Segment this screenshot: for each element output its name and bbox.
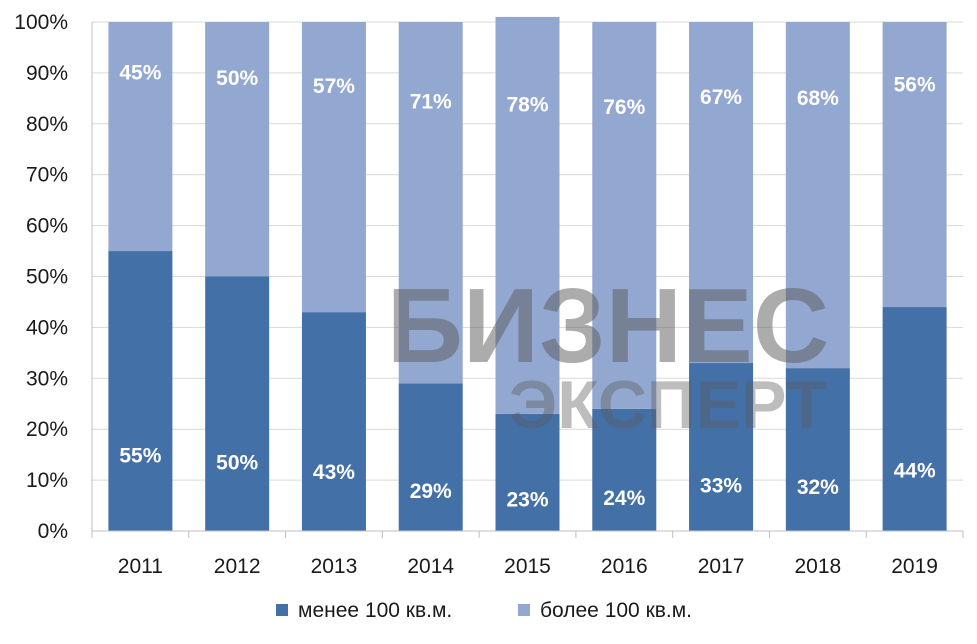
y-tick-label: 60% xyxy=(26,215,68,238)
legend: менее 100 кв.м. более 100 кв.м. xyxy=(276,599,692,622)
bar-segment-above-100 xyxy=(301,22,366,313)
legend-item-above-100-label: более 100 кв.м. xyxy=(540,599,692,622)
y-tick-label: 0% xyxy=(38,520,68,543)
data-label: 76% xyxy=(603,96,645,119)
legend-item-below-100-swatch xyxy=(276,604,288,616)
x-tick-label: 2016 xyxy=(601,555,648,578)
bar-segment-above-100 xyxy=(205,22,270,277)
bar-segment-above-100 xyxy=(592,22,657,409)
x-tick-label: 2014 xyxy=(407,555,454,578)
y-tick-label: 90% xyxy=(26,62,68,85)
bar-segment-below-100 xyxy=(785,368,850,531)
y-tick-label: 100% xyxy=(14,11,68,34)
bar-segment-above-100 xyxy=(882,22,947,308)
y-tick-label: 30% xyxy=(26,367,68,390)
bar-segment-above-100 xyxy=(689,22,754,364)
x-tick-label: 2011 xyxy=(118,555,163,578)
data-label: 57% xyxy=(313,75,355,98)
data-label: 55% xyxy=(119,444,161,467)
bar-segment-above-100 xyxy=(495,16,560,414)
x-tick-label: 2015 xyxy=(504,555,551,578)
x-tick-label: 2017 xyxy=(698,555,745,578)
data-label: 32% xyxy=(797,476,839,499)
bar-segment-below-100 xyxy=(301,312,366,531)
watermark-line-1: БИЗНЕС xyxy=(387,267,830,385)
data-label: 71% xyxy=(410,91,452,114)
data-label-layer: 55% 45% 50% 50% 43% 57% 29% 71% 23% 78% 24% 76% 33% 6… xyxy=(119,61,936,511)
bar-segment-below-100 xyxy=(205,276,270,531)
bar-segment-below-100 xyxy=(495,413,560,531)
y-tick-label: 20% xyxy=(26,418,68,441)
x-tick-label: 2012 xyxy=(214,555,261,578)
bar-layer xyxy=(108,16,947,532)
data-label: 45% xyxy=(119,61,161,84)
watermark-line-2: ЭКСПЕРТ xyxy=(509,367,827,443)
bar-segment-below-100 xyxy=(108,251,173,532)
data-label: 29% xyxy=(410,480,452,503)
axis-layer: 0% 10% 20% 30% 40% 50% 60% 70% 80% 90% 100% 2011 201… xyxy=(14,11,964,578)
data-label: 50% xyxy=(216,67,258,90)
y-tick-label: 80% xyxy=(26,113,68,136)
data-label: 33% xyxy=(700,475,742,498)
data-label: 78% xyxy=(506,93,548,116)
legend-item-above-100-swatch xyxy=(518,604,530,616)
x-tick-label: 2018 xyxy=(794,555,841,578)
data-label: 23% xyxy=(506,488,548,511)
bar-segment-above-100 xyxy=(398,22,463,384)
data-label: 50% xyxy=(216,451,258,474)
bar-segment-below-100 xyxy=(398,383,463,531)
data-label: 44% xyxy=(894,460,936,483)
data-label: 43% xyxy=(313,461,355,484)
bar-segment-below-100 xyxy=(689,363,754,531)
x-tick-label: 2019 xyxy=(891,555,938,578)
data-label: 67% xyxy=(700,86,742,109)
y-tick-label: 10% xyxy=(26,469,68,492)
y-tick-label: 50% xyxy=(26,266,68,289)
y-tick-label: 70% xyxy=(26,164,68,187)
watermark: БИЗНЕС ЭКСПЕРТ xyxy=(387,267,830,443)
bar-segment-below-100 xyxy=(882,307,947,531)
data-label: 56% xyxy=(894,74,936,97)
bar-segment-above-100 xyxy=(785,22,850,369)
x-tick-label: 2013 xyxy=(311,555,358,578)
legend-item-below-100-label: менее 100 кв.м. xyxy=(298,599,452,622)
data-label: 68% xyxy=(797,87,839,110)
bar-segment-above-100 xyxy=(108,22,173,252)
y-tick-label: 40% xyxy=(26,316,68,339)
data-label: 24% xyxy=(603,487,645,510)
bar-segment-below-100 xyxy=(592,408,657,531)
